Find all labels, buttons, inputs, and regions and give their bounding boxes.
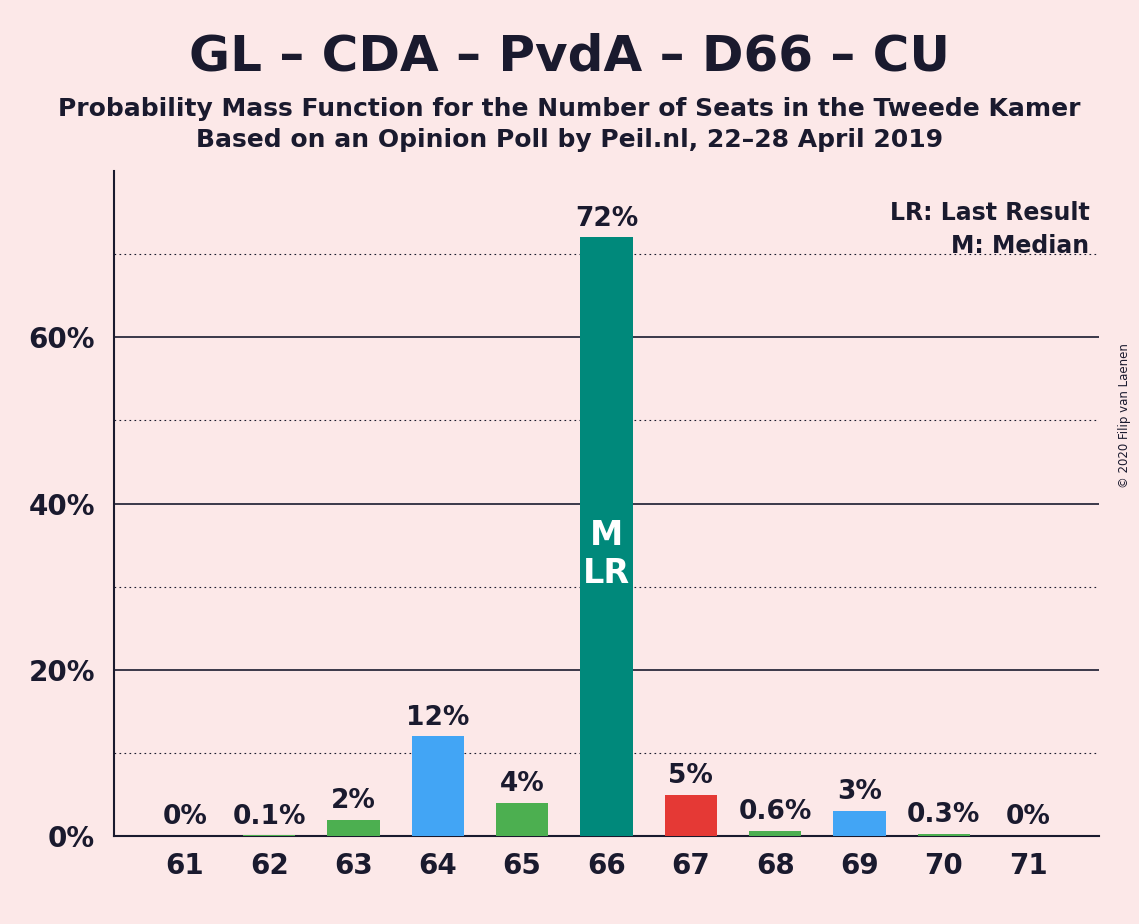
Text: © 2020 Filip van Laenen: © 2020 Filip van Laenen <box>1118 344 1131 488</box>
Text: 4%: 4% <box>500 772 544 797</box>
Text: LR: Last Result: LR: Last Result <box>890 201 1089 225</box>
Text: 0%: 0% <box>163 805 207 831</box>
Bar <box>749 832 802 836</box>
Text: M: Median: M: Median <box>951 234 1089 258</box>
Bar <box>834 811 886 836</box>
Text: 0.3%: 0.3% <box>907 802 981 828</box>
Text: 5%: 5% <box>669 763 713 789</box>
Text: 3%: 3% <box>837 780 882 806</box>
Bar <box>497 803 548 836</box>
Text: 2%: 2% <box>331 788 376 814</box>
Text: 0%: 0% <box>1006 805 1050 831</box>
Text: Based on an Opinion Poll by Peil.nl, 22–28 April 2019: Based on an Opinion Poll by Peil.nl, 22–… <box>196 128 943 152</box>
Bar <box>581 237 632 836</box>
Bar <box>918 833 970 836</box>
Bar <box>327 820 379 836</box>
Bar <box>411 736 464 836</box>
Text: GL – CDA – PvdA – D66 – CU: GL – CDA – PvdA – D66 – CU <box>189 32 950 80</box>
Bar <box>665 795 716 836</box>
Text: 0.6%: 0.6% <box>738 799 812 825</box>
Text: 12%: 12% <box>407 705 469 731</box>
Text: M
LR: M LR <box>583 519 630 590</box>
Text: 72%: 72% <box>575 206 638 232</box>
Text: 0.1%: 0.1% <box>232 804 306 830</box>
Text: Probability Mass Function for the Number of Seats in the Tweede Kamer: Probability Mass Function for the Number… <box>58 97 1081 121</box>
